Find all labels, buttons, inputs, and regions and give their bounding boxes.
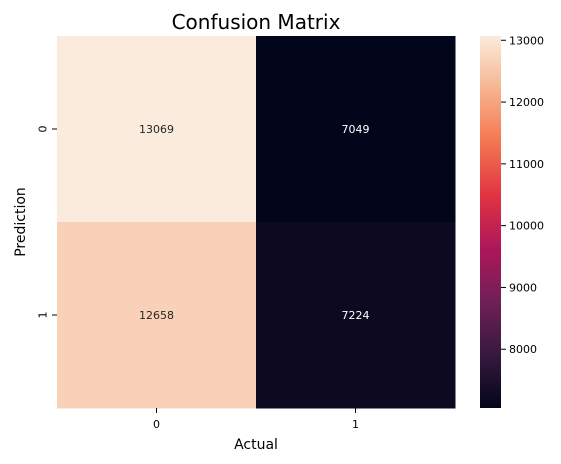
cell-value-label: 12658 bbox=[139, 309, 174, 322]
colorbar-ticks: 8000 9000 10000 11000 12000 13000 bbox=[501, 34, 544, 356]
colorbar-tick-label: 13000 bbox=[509, 34, 544, 47]
cell-value-label: 13069 bbox=[139, 123, 174, 136]
colorbar-tick-label: 11000 bbox=[509, 158, 544, 171]
x-tick-label: 0 bbox=[153, 418, 160, 431]
y-axis-ticks: 01 bbox=[37, 126, 57, 319]
heatmap-cell bbox=[256, 36, 456, 223]
cell-value-label: 7224 bbox=[342, 309, 370, 322]
heatmap-cell bbox=[256, 222, 456, 409]
y-tick-label: 1 bbox=[37, 312, 50, 319]
heatmap-cell bbox=[57, 222, 257, 409]
x-tick-label: 1 bbox=[352, 418, 359, 431]
y-tick-label: 0 bbox=[37, 126, 50, 133]
colorbar-tick-label: 10000 bbox=[509, 220, 544, 233]
x-axis-label: Actual bbox=[234, 437, 278, 453]
chart-title: Confusion Matrix bbox=[172, 10, 341, 34]
colorbar-tick-label: 8000 bbox=[509, 343, 537, 356]
heatmap-cells bbox=[57, 36, 456, 409]
y-axis-label: Prediction bbox=[13, 187, 29, 257]
colorbar-tick-label: 9000 bbox=[509, 281, 537, 294]
heatmap-cell-labels: 13069 7049 12658 7224 bbox=[139, 123, 370, 322]
cell-value-label: 7049 bbox=[342, 123, 370, 136]
colorbar-tick-label: 12000 bbox=[509, 96, 544, 109]
colorbar bbox=[480, 36, 501, 408]
heatmap-cell bbox=[57, 36, 257, 223]
